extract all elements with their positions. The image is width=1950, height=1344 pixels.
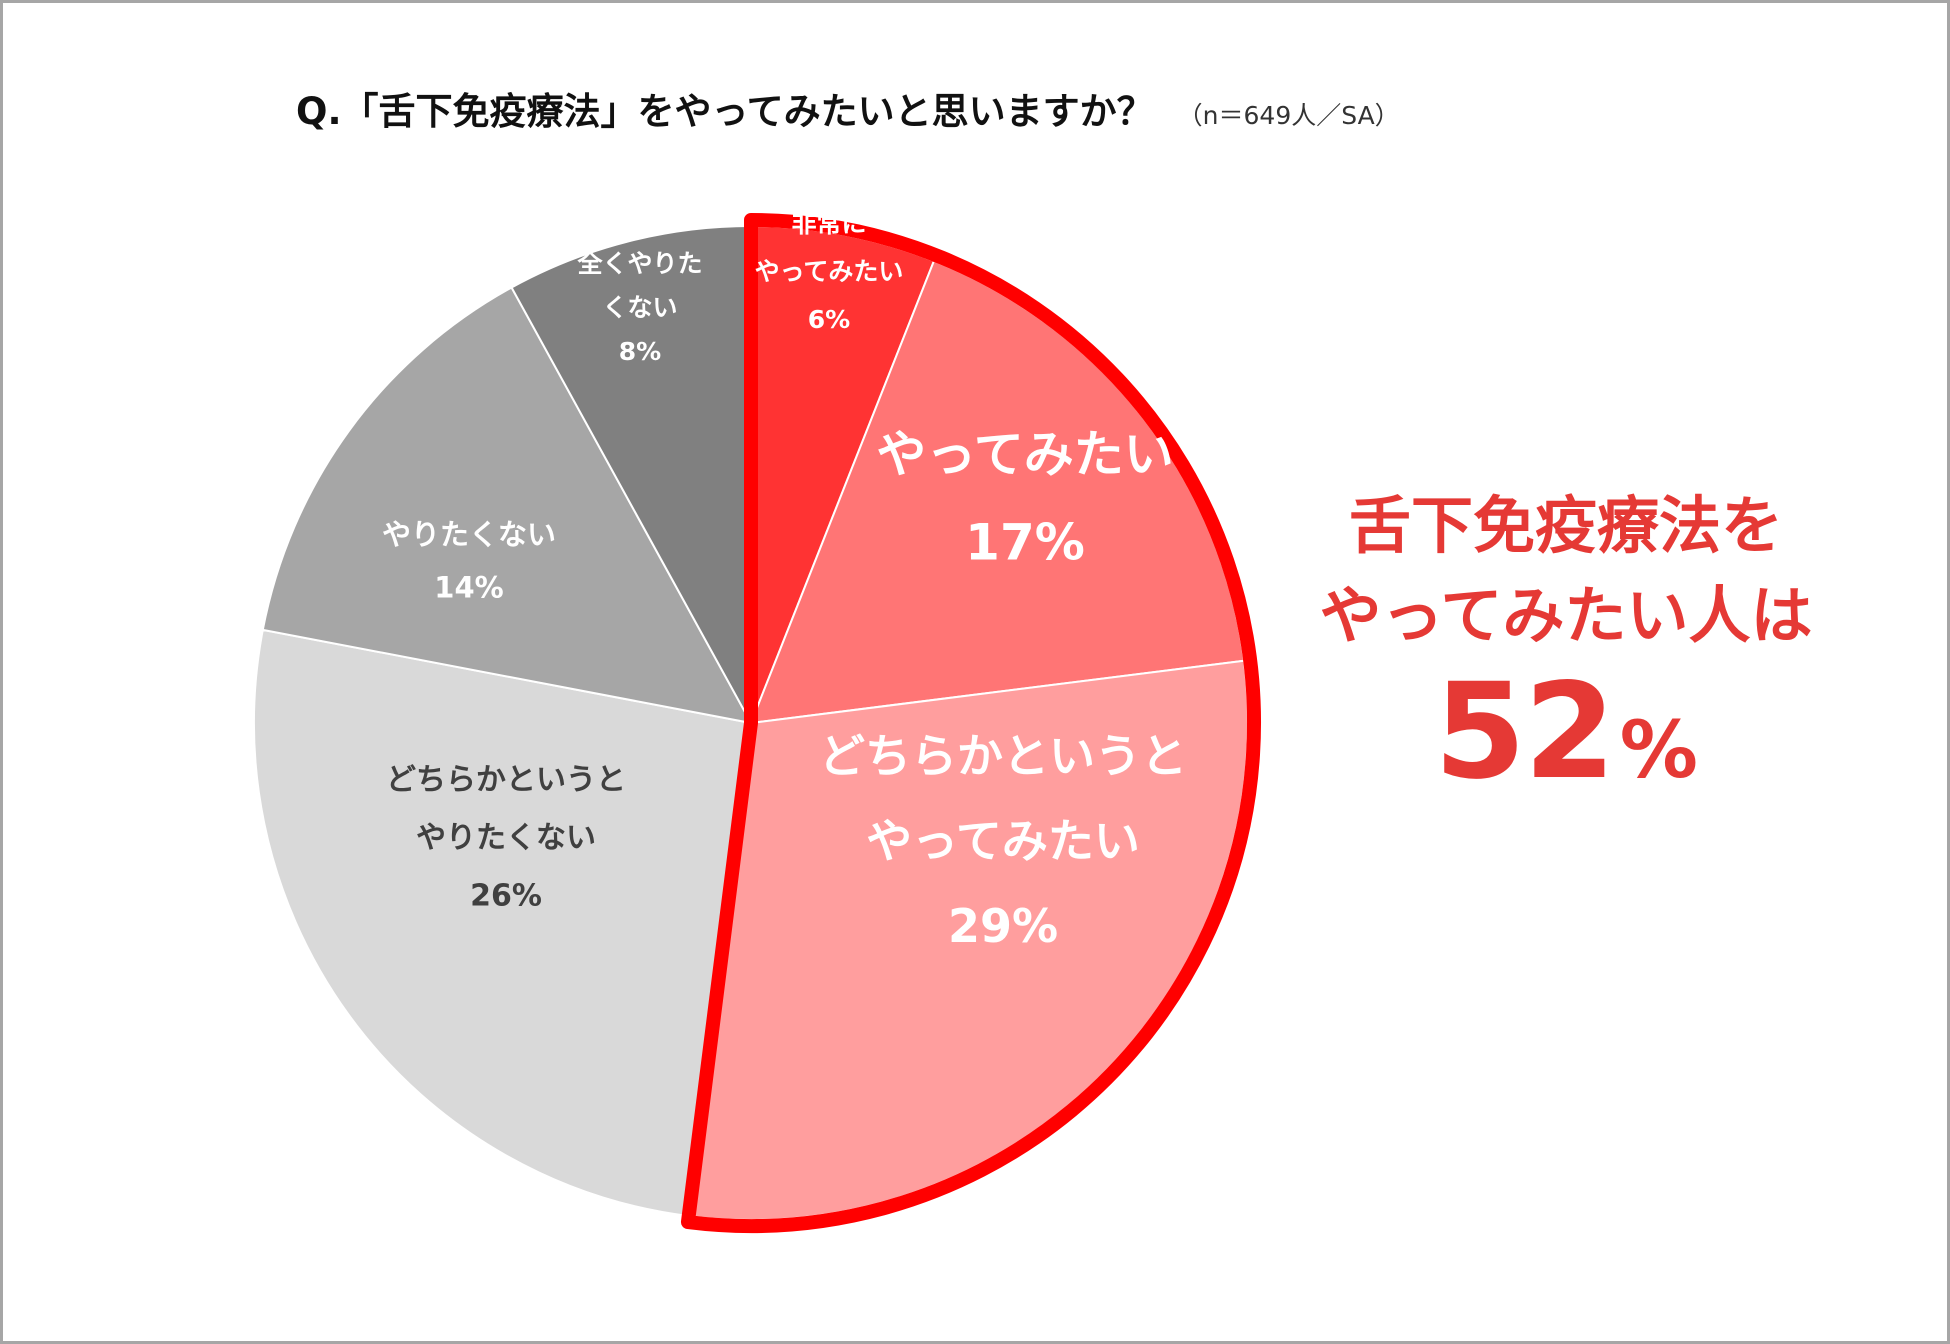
callout-value: 52 <box>1434 655 1616 809</box>
callout-line2: やってみたい人は <box>1319 579 1813 652</box>
slice-category-label: やってみたい <box>866 814 1140 868</box>
slice-category-label: 非常に <box>791 209 866 238</box>
slice-category-label: やってみたい <box>755 257 904 286</box>
slice-category-label: やりたくない <box>416 821 596 856</box>
slice-category-label: やりたくない <box>382 518 556 552</box>
slice-label-not: やりたくない 14% <box>382 518 556 605</box>
slice-value-label: 29% <box>948 899 1058 953</box>
pie-slice-not <box>261 286 753 725</box>
pie-slice-not-at-all <box>510 224 752 724</box>
slice-label-want: やってみたい 17% <box>876 426 1174 572</box>
slice-value-label: 14% <box>434 571 503 605</box>
slice-value-label: 8% <box>619 337 661 366</box>
slice-category-label: やってみたい <box>876 426 1174 484</box>
slice-category-label: 全くやりた <box>576 249 702 278</box>
callout-unit: % <box>1619 706 1698 796</box>
slice-label-not-at-all: 全くやりたくない 8% <box>576 249 702 366</box>
pie-slice-rather-not <box>253 628 753 1218</box>
slice-label-rather-not: どちらかというとやりたくない 26% <box>386 763 626 914</box>
slice-value-label: 17% <box>965 514 1085 572</box>
chart-title: Q.「舌下免疫療法」をやってみたいと思いますか？ <box>296 90 1154 133</box>
callout-box: 舌下免疫療法を やってみたい人は 52% <box>1271 481 1861 837</box>
highlight-group <box>680 213 1261 1233</box>
highlight-outline <box>680 213 1261 1233</box>
slice-category-label: どちらかというと <box>819 729 1187 783</box>
slice-value-label: 6% <box>808 305 850 334</box>
slice-label-very: 非常にやってみたい 6% <box>755 209 904 334</box>
pie-labels: 非常にやってみたい 6%やってみたい 17%どちらかというとやってみたい 29%どちら… <box>382 209 1187 953</box>
callout-value-row: 52% <box>1271 666 1861 837</box>
callout-line1: 舌下免疫療法を <box>1348 489 1783 562</box>
slice-category-label: くない <box>602 293 677 322</box>
sample-size-note: （n＝649人／SA） <box>1177 101 1400 130</box>
chart-title-row: Q.「舌下免疫療法」をやってみたいと思いますか？ （n＝649人／SA） <box>296 81 1400 135</box>
slice-category-label: どちらかというと <box>386 763 626 798</box>
slice-label-rather-want: どちらかというとやってみたい 29% <box>819 729 1187 953</box>
slice-value-label: 26% <box>470 879 542 914</box>
pie-chart: 非常にやってみたい 6%やってみたい 17%どちらかというとやってみたい 29%どちら… <box>253 209 1261 1233</box>
